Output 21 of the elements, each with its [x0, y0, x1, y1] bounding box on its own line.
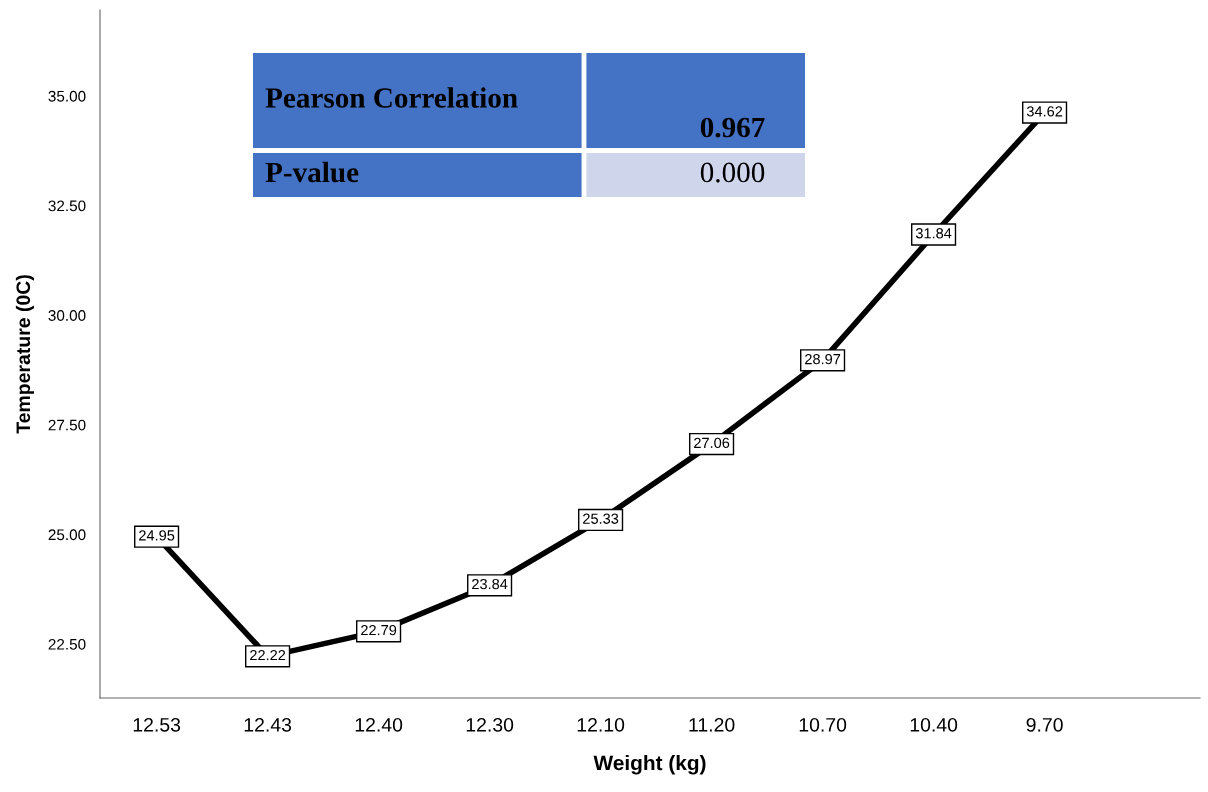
x-tick-label: 10.70 [799, 717, 847, 732]
x-tick-label: 12.43 [244, 717, 292, 732]
x-tick-label: 12.53 [133, 717, 181, 732]
y-tick-label: 25.00 [48, 529, 86, 541]
y-tick-label: 22.50 [48, 638, 86, 650]
y-tick-label: 27.50 [48, 419, 86, 431]
x-tick-label: 10.40 [910, 717, 958, 732]
y-axis-title: Temperature (0C) [15, 275, 34, 434]
annotation: P-value [265, 161, 359, 183]
x-axis-title: Weight (kg) [593, 755, 706, 775]
y-tick-label: 35.00 [48, 90, 86, 102]
x-tick-label: 11.20 [689, 717, 735, 732]
x-tick-label: 12.10 [577, 717, 625, 732]
annotation: 0.967 [700, 117, 765, 138]
y-tick-label: 30.00 [48, 310, 86, 321]
x-tick-label: 12.40 [355, 717, 403, 732]
x-tick-label: 12.30 [466, 717, 514, 732]
x-tick-label: 9.70 [1026, 717, 1063, 732]
annotation: 0.000 [700, 162, 765, 183]
y-tick-label: 32.50 [48, 200, 86, 212]
annotation: Pearson Correlation [265, 87, 518, 108]
